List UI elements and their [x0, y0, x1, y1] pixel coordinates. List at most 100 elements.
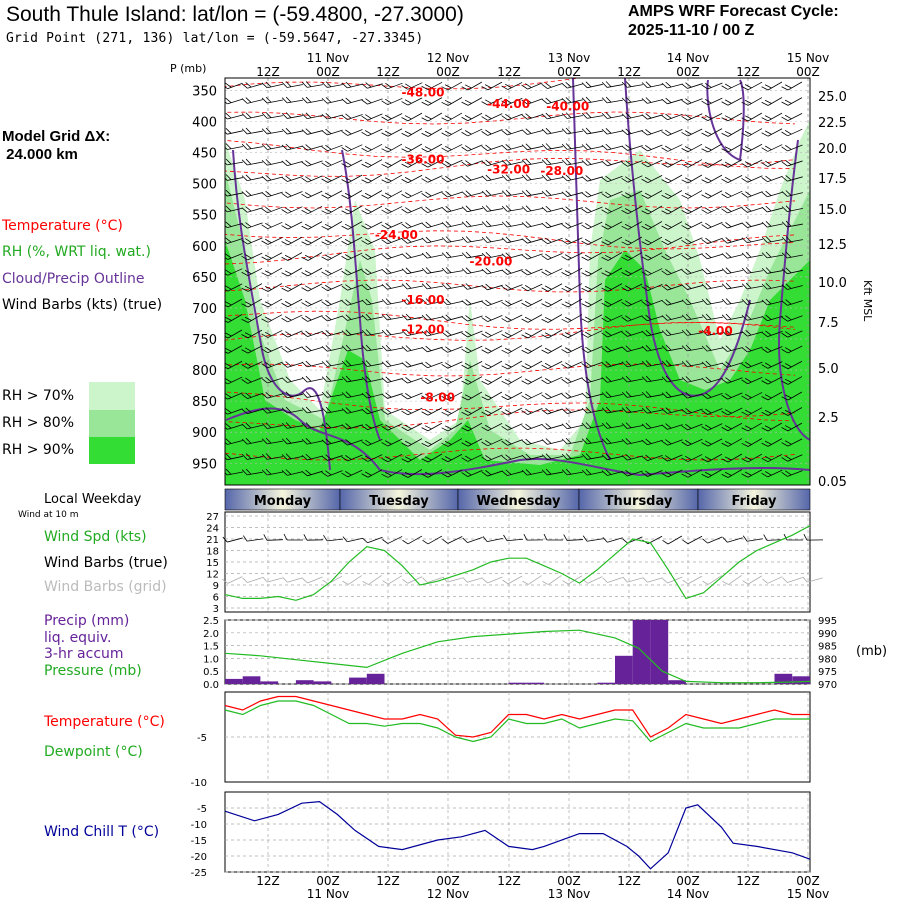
wind-barb-flag	[225, 253, 232, 259]
wind-barb	[261, 468, 283, 476]
wind-barb-flag	[661, 315, 668, 321]
wind-barb-flag	[381, 132, 389, 137]
wind-barb	[241, 298, 263, 308]
wind-barb-flag	[461, 364, 469, 369]
wind-barb	[241, 174, 263, 182]
surface-barb-flag	[382, 539, 389, 544]
wind-barb	[301, 252, 323, 261]
wind-barb-shaft	[367, 363, 383, 367]
wind-barb-flag	[764, 99, 772, 104]
wind-barb-flag	[345, 299, 352, 305]
wind-barb-flag	[444, 394, 452, 399]
wind-barb-flag	[325, 160, 332, 166]
wind-barb-flag	[321, 256, 329, 261]
wind-barb-flag	[624, 208, 632, 213]
wind-barb-flag	[265, 437, 272, 444]
wind-barb	[781, 470, 803, 477]
wind-barb-shaft	[787, 330, 803, 338]
wind-barb-flag	[285, 406, 292, 413]
wind-barb-flag	[281, 241, 289, 246]
wind-barb	[481, 330, 503, 338]
wind-barb-flag	[624, 239, 632, 244]
wind-barb-flag	[521, 129, 528, 135]
wind-barb-shaft	[347, 205, 363, 215]
wind-barb-flag	[641, 315, 648, 322]
wind-barb	[341, 391, 363, 398]
wind-barb-shaft	[487, 97, 503, 106]
wind-barb-shaft	[247, 471, 263, 476]
wind-barb	[761, 97, 783, 106]
wind-barb	[601, 81, 623, 88]
wind-barb-flag	[465, 236, 472, 242]
pressure-tick-label: 400	[192, 115, 217, 130]
wind-barb	[761, 160, 783, 167]
wind-barb-flag	[661, 392, 668, 398]
pressure-tick-label: 800	[192, 364, 217, 379]
top-date-label: 13 Nov	[548, 51, 591, 65]
wind-barb-flag	[645, 129, 652, 135]
bottom-date-label: 12 Nov	[427, 887, 470, 900]
wind-barb-flag	[264, 301, 272, 306]
wind-barb-flag	[741, 283, 748, 290]
wind-barb-shaft	[687, 454, 703, 462]
wind-barb-flag	[704, 161, 712, 166]
wind-barb-flag	[285, 469, 292, 475]
wind-barb-flag	[445, 221, 452, 227]
wind-barb	[721, 377, 743, 384]
wind-barb-flag	[525, 143, 532, 150]
wind-barb-flag	[521, 270, 528, 276]
wind-barb-shaft	[347, 424, 363, 430]
wind-barb-flag	[764, 471, 772, 476]
wind-barb-flag	[445, 330, 452, 336]
wind-barb-flag	[565, 174, 572, 181]
wind-barb-shaft	[487, 470, 503, 477]
height-tick-label: 20.0	[818, 142, 847, 157]
wind-barb-shaft	[587, 237, 603, 245]
wind-barb-flag	[444, 99, 452, 104]
wind-barb-flag	[401, 163, 409, 168]
wind-barb-flag	[305, 438, 312, 444]
wind-barb-flag	[301, 113, 308, 119]
wind-barb-flag	[325, 112, 332, 119]
wind-barb-shaft	[607, 455, 623, 461]
wind-barb-flag	[401, 101, 409, 106]
wind-barb-shaft	[307, 409, 323, 414]
wind-barb-shaft	[267, 176, 283, 182]
wind-barb	[225, 360, 243, 370]
wind-barb	[681, 283, 703, 290]
wind-barb-flag	[684, 177, 692, 182]
wind-barb-flag	[261, 333, 269, 338]
wind-barb-shaft	[407, 190, 423, 199]
wind-barb	[601, 330, 623, 338]
wind-barb-flag	[265, 190, 272, 197]
wind-barb-shaft	[467, 407, 483, 416]
wind-barb-shaft	[787, 97, 803, 106]
wind-barb-flag	[381, 409, 388, 415]
wind-barb-flag	[385, 408, 392, 414]
wind-barb-shaft	[627, 331, 643, 337]
wind-barb-flag	[561, 318, 569, 323]
wind-barb-shaft	[387, 423, 403, 431]
wind-tick-label: 3	[213, 604, 219, 615]
wind-barb-flag	[764, 145, 772, 151]
wind-barb-flag	[301, 272, 309, 277]
wind-barb	[661, 252, 683, 261]
grid-barb-shaft	[467, 577, 483, 583]
grid-barb-shaft	[747, 575, 763, 585]
wind-barb-shaft	[267, 267, 283, 277]
wind-barb	[641, 360, 663, 367]
wind-barb-flag	[425, 282, 432, 289]
wind-barb-flag	[621, 210, 629, 215]
wind-barb-flag	[424, 115, 432, 120]
temperature-contour-label: -36.00	[401, 153, 444, 167]
wind-barb-flag	[684, 192, 692, 197]
wind-barb-flag	[301, 177, 308, 183]
wind-barb-flag	[661, 147, 668, 152]
wind-barb-flag	[501, 100, 508, 106]
wind-barb-shaft	[607, 115, 623, 119]
wind-barb	[541, 190, 563, 197]
wind-barb	[341, 221, 363, 230]
wind-barb-flag	[685, 82, 692, 88]
wind-barb-shaft	[247, 361, 263, 369]
wind-barb-flag	[345, 344, 352, 351]
